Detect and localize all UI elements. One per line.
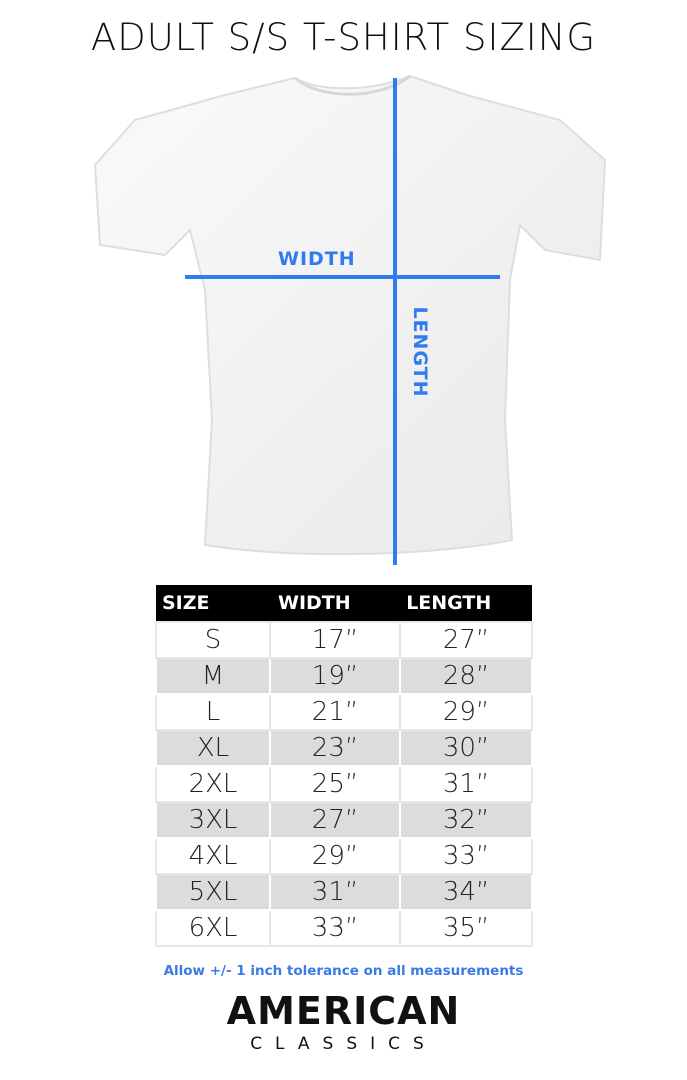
width-cell: 17” — [268, 621, 402, 659]
header-length: LENGTH — [400, 585, 532, 622]
width-cell: 23” — [268, 729, 402, 767]
size-cell: 3XL — [155, 801, 271, 839]
length-cell: 34” — [399, 873, 533, 911]
size-cell: 6XL — [155, 909, 271, 947]
table-row: L 21” 29” — [155, 693, 533, 731]
size-cell: M — [155, 657, 271, 695]
length-cell: 30” — [399, 729, 533, 767]
table-row: 5XL 31” 34” — [155, 873, 533, 911]
size-cell: S — [155, 621, 271, 659]
length-cell: 28” — [399, 657, 533, 695]
length-label: LENGTH — [409, 306, 431, 398]
length-cell: 27” — [399, 621, 533, 659]
length-cell: 31” — [399, 765, 533, 803]
width-cell: 31” — [268, 873, 402, 911]
size-cell: 4XL — [155, 837, 271, 875]
page-title: ADULT S/S T-SHIRT SIZING — [90, 16, 597, 59]
table-row: 6XL 33” 35” — [155, 909, 533, 947]
brand-logo: AMERICAN — [226, 989, 461, 1033]
size-cell: XL — [155, 729, 271, 767]
table-header: SIZE WIDTH LENGTH — [156, 585, 532, 622]
table-row: 2XL 25” 31” — [155, 765, 533, 803]
tshirt-shape — [93, 74, 607, 556]
width-cell: 27” — [268, 801, 402, 839]
width-cell: 29” — [268, 837, 402, 875]
length-cell: 29” — [399, 693, 533, 731]
tshirt-collar — [294, 74, 411, 96]
width-cell: 33” — [268, 909, 402, 947]
table-row: S 17” 27” — [155, 621, 533, 659]
header-size: SIZE — [156, 585, 270, 622]
width-cell: 25” — [268, 765, 402, 803]
table-row: XL 23” 30” — [155, 729, 533, 767]
size-cell: 2XL — [155, 765, 271, 803]
tolerance-note: Allow +/- 1 inch tolerance on all measur… — [163, 963, 524, 979]
length-cell: 33” — [399, 837, 533, 875]
width-cell: 19” — [268, 657, 402, 695]
size-cell: L — [155, 693, 271, 731]
length-cell: 35” — [399, 909, 533, 947]
length-cell: 32” — [399, 801, 533, 839]
size-table: SIZE WIDTH LENGTH S 17” 27” M 19” 28” L 21” 29” X… — [155, 585, 533, 947]
tshirt-diagram — [93, 74, 607, 565]
width-cell: 21” — [268, 693, 402, 731]
header-width: WIDTH — [269, 585, 401, 622]
size-cell: 5XL — [155, 873, 271, 911]
width-label: WIDTH — [278, 248, 356, 270]
brand-logo-sub: CLASSICS — [250, 1034, 437, 1054]
table-row: M 19” 28” — [155, 657, 533, 695]
table-body: S 17” 27” M 19” 28” L 21” 29” XL 23” 30” 2XL 25” 31” 3X… — [155, 621, 533, 947]
table-row: 4XL 29” 33” — [155, 837, 533, 875]
table-row: 3XL 27” 32” — [155, 801, 533, 839]
